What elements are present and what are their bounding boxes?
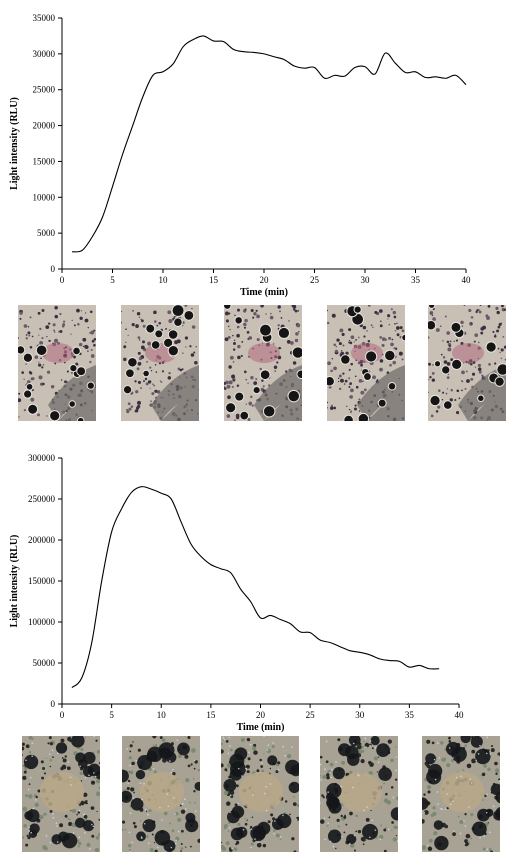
- micrograph-image: [22, 736, 100, 852]
- chart-bottom-y-tick-label: 300000: [28, 453, 56, 463]
- micrograph-top-1: [18, 305, 96, 421]
- micrograph-image: [221, 736, 299, 852]
- chart-top-x-axis-label: Time (min): [240, 287, 288, 298]
- micrograph-image: [224, 305, 302, 421]
- chart-bottom-x-tick-label: 35: [405, 710, 415, 720]
- micrograph-bottom-2: [122, 736, 200, 852]
- chart-top-y-tick-label: 5000: [37, 228, 56, 238]
- chart-bottom: 0 50000 100000 150000 200000 250000 300000 0 5 10…: [9, 453, 464, 733]
- micrograph-image: [121, 305, 199, 421]
- chart-bottom-y-tick-label: 200000: [28, 535, 56, 545]
- chart-top-x-tick-label: 5: [110, 275, 115, 285]
- chart-bottom-x-tick-label: 20: [256, 710, 266, 720]
- chart-top-x-tick-label: 15: [209, 275, 219, 285]
- chart-bottom-y-tick-label: 50000: [33, 658, 56, 668]
- chart-top-x-tick-label: 25: [310, 275, 320, 285]
- chart-bottom-y-tick-label: 150000: [28, 576, 56, 586]
- micrograph-bottom-4: [320, 736, 398, 852]
- micrograph-image: [327, 305, 405, 421]
- chart-top: 0 5000 10000 15000 20000 25000 30000 35000 0 5 10 1…: [9, 13, 471, 298]
- chart-bottom-series-line: [71, 486, 440, 689]
- micrograph-bottom-3: [221, 736, 299, 852]
- micrograph-image: [18, 305, 96, 421]
- chart-top-y-tick-label: 0: [51, 264, 56, 274]
- micrograph-top-4: [327, 305, 405, 421]
- chart-bottom-y-tick-label: 250000: [28, 494, 56, 504]
- chart-top-y-tick-label: 30000: [33, 49, 56, 59]
- chart-bottom-x-tick-label: 5: [109, 710, 114, 720]
- chart-top-series-line: [72, 35, 467, 253]
- micrograph-image: [422, 736, 500, 852]
- chart-top-x-tick-label: 30: [361, 275, 371, 285]
- chart-top-x-tick-label: 10: [159, 275, 169, 285]
- chart-top-y-tick-label: 35000: [33, 13, 56, 23]
- micrograph-top-5: [428, 305, 506, 421]
- micrograph-image: [320, 736, 398, 852]
- chart-top-y-tick-label: 10000: [33, 192, 56, 202]
- chart-bottom-x-tick-label: 25: [306, 710, 316, 720]
- micrograph-top-3: [224, 305, 302, 421]
- chart-bottom-x-tick-label: 15: [206, 710, 216, 720]
- chart-top-x-tick-label: 20: [260, 275, 270, 285]
- chart-top-x-tick-label: 0: [60, 275, 65, 285]
- chart-bottom-y-tick-label: 100000: [28, 617, 56, 627]
- chart-bottom-plot-area: 0 50000 100000 150000 200000 250000 300000 0 5 10…: [9, 453, 464, 733]
- micrograph-image: [428, 305, 506, 421]
- micrograph-top-2: [121, 305, 199, 421]
- chart-top-y-axis-label: Light intensity (RLU): [9, 97, 20, 190]
- chart-bottom-x-tick-label: 40: [455, 710, 465, 720]
- chart-bottom-x-tick-label: 30: [355, 710, 365, 720]
- chart-top-x-tick-label: 35: [411, 275, 421, 285]
- chart-top-plot-area: 0 5000 10000 15000 20000 25000 30000 35000 0 5 10 1…: [9, 13, 471, 298]
- micrograph-image: [122, 736, 200, 852]
- chart-bottom-x-tick-label: 0: [60, 710, 65, 720]
- chart-top-y-tick-label: 25000: [33, 85, 56, 95]
- chart-bottom-x-axis-label: Time (min): [237, 722, 285, 733]
- chart-bottom-x-tick-label: 10: [157, 710, 167, 720]
- chart-bottom-y-axis-label: Light intensity (RLU): [9, 535, 20, 628]
- chart-bottom-y-tick-label: 0: [51, 699, 56, 709]
- chart-top-x-tick-label: 40: [462, 275, 472, 285]
- chart-top-y-tick-label: 15000: [33, 156, 56, 166]
- chart-top-y-tick-label: 20000: [33, 121, 56, 131]
- micrograph-bottom-5: [422, 736, 500, 852]
- micrograph-bottom-1: [22, 736, 100, 852]
